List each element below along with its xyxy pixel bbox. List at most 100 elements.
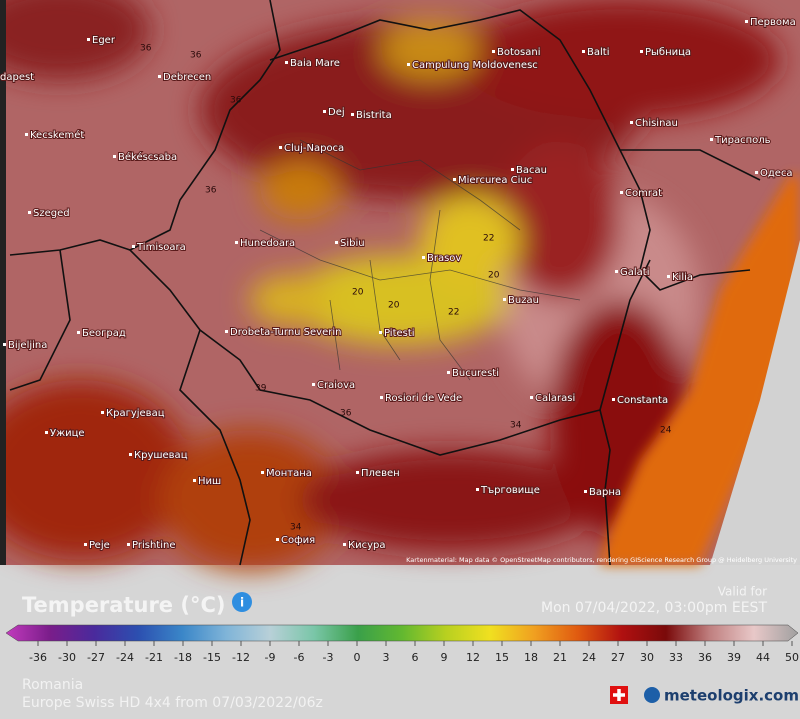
city-label: Плевен [361, 468, 400, 479]
city-label: Bacau [516, 165, 547, 176]
info-icon[interactable] [232, 592, 252, 612]
isotherm-label: 36 [190, 51, 202, 61]
isotherm-label: 20 [352, 288, 364, 298]
city-marker [630, 121, 633, 124]
info-glyph: i [240, 596, 244, 610]
city-marker [45, 431, 48, 434]
scale-tick-label: -24 [116, 651, 134, 664]
scale-tick-label: -12 [232, 651, 250, 664]
city-label: Debrecen [163, 72, 211, 83]
scale-tick-label: 33 [669, 651, 683, 664]
city-marker [511, 168, 514, 171]
county-lines [259, 139, 581, 381]
city-marker [380, 396, 383, 399]
map-attribution: Kartenmaterial: Map data © OpenStreetMap… [406, 556, 797, 564]
scale-tick-label: -6 [294, 651, 305, 664]
scale-tick-label: 36 [698, 651, 712, 664]
isotherm-label: 20 [388, 301, 400, 311]
isotherm-label: 34 [510, 421, 522, 431]
city-label: Comrat [625, 188, 662, 199]
city-label: Одеса [760, 168, 793, 179]
city-marker [261, 471, 264, 474]
city-label: Balti [587, 47, 609, 58]
swiss-cross [613, 689, 625, 701]
city-marker [3, 343, 6, 346]
city-label: София [281, 535, 315, 546]
city-label: Craiova [317, 380, 355, 391]
city-marker [745, 20, 748, 23]
city-marker [113, 155, 116, 158]
city-label: dapest [0, 72, 34, 83]
city-label: Peje [89, 540, 110, 551]
scale-tick-label: 3 [383, 651, 390, 664]
city-label: Ниш [198, 476, 221, 487]
city-label: Ужице [50, 428, 85, 439]
city-label: Крагујевац [106, 407, 165, 419]
brand-logo [644, 687, 660, 703]
valid-label: Valid for [718, 585, 767, 599]
city-label: Pitesti [384, 328, 415, 339]
city-marker [276, 538, 279, 541]
city-marker [87, 38, 90, 41]
city-marker [129, 453, 132, 456]
footer-model: Europe Swiss HD 4x4 from 07/03/2022/06z [22, 695, 323, 711]
city-marker [356, 471, 359, 474]
city-label: Hunedoara [240, 238, 295, 249]
city-marker [235, 241, 238, 244]
city-marker [407, 63, 410, 66]
city-label: Miercurea Ciuc [458, 175, 532, 186]
city-label: Baia Mare [290, 58, 340, 69]
map-labels: Eger dapest Debrecen Baia Mare Campulung Mol… [0, 16, 797, 552]
city-label: Prishtine [132, 540, 175, 551]
city-marker [379, 331, 382, 334]
city-marker [710, 138, 713, 141]
isotherm-label: 36 [140, 44, 152, 54]
scale-tick-label: 12 [466, 651, 480, 664]
scale-tick-label: 50 [785, 651, 799, 664]
city-label: Chisinau [635, 118, 678, 129]
city-label: Рыбница [645, 47, 691, 58]
city-marker [530, 396, 533, 399]
map [0, 0, 800, 570]
city-label: Calarasi [535, 393, 575, 404]
city-marker [132, 245, 135, 248]
city-marker [667, 275, 670, 278]
city-marker [612, 398, 615, 401]
city-marker [193, 479, 196, 482]
city-marker [453, 178, 456, 181]
city-label: Тирасполь [714, 135, 771, 146]
city-marker [323, 110, 326, 113]
city-label: Rosiori de Vede [385, 393, 462, 404]
city-label: Варна [589, 487, 621, 498]
city-label: Bucuresti [452, 368, 499, 379]
city-label: Timisoara [136, 242, 186, 253]
scale-tick-label: 0 [354, 651, 361, 664]
city-marker [84, 543, 87, 546]
city-marker [503, 298, 506, 301]
isotherm-label: 22 [483, 234, 494, 244]
isotherm-label: 36 [340, 409, 352, 419]
city-marker [582, 50, 585, 53]
city-marker [25, 133, 28, 136]
city-marker [476, 488, 479, 491]
city-label: Békéscsaba [118, 151, 177, 163]
legend: Temperature (°C) i Valid for Mon 07/04/2… [5, 585, 799, 664]
scale-tick-label: 21 [553, 651, 567, 664]
city-label: Търговище [480, 485, 540, 496]
city-marker [755, 171, 758, 174]
scale-tick-label: 24 [582, 651, 596, 664]
city-label: Buzau [508, 295, 539, 306]
city-marker [343, 543, 346, 546]
city-marker [158, 75, 161, 78]
isotherm-label: 36 [230, 96, 242, 106]
brand[interactable]: meteologix.com [664, 687, 799, 705]
isotherm-label: 34 [290, 523, 302, 533]
city-label: Galati [620, 267, 649, 278]
isotherm-label: 39 [255, 384, 267, 394]
scale-tick-label: 15 [495, 651, 509, 664]
city-marker [584, 490, 587, 493]
city-marker [279, 146, 282, 149]
scale-tick-label: -3 [323, 651, 334, 664]
